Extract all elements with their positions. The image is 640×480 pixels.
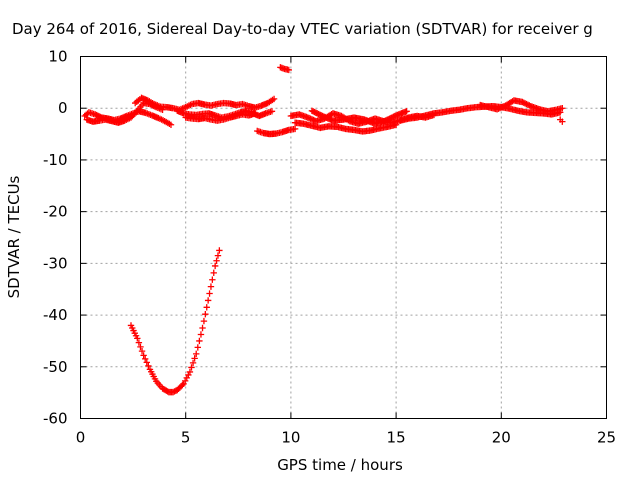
data-point [183,374,190,382]
data-point [214,252,222,259]
data-point [140,352,147,359]
data-point [524,101,532,108]
x-tick-label: 25 [597,429,616,447]
scatter-series [182,110,259,124]
data-point [520,99,527,106]
data-point [251,110,259,117]
x-axis-label: GPS time / hours [277,456,403,474]
data-point [207,283,215,290]
data-point [135,339,143,346]
y-tick-label: -40 [43,306,68,324]
data-point [206,290,213,297]
data-point [403,108,410,115]
y-tick-label: -20 [43,203,68,221]
data-point [200,317,208,325]
x-tick-label: 20 [492,429,511,447]
data-point [167,121,175,128]
chart-title: Day 264 of 2016, Sidereal Day-to-day VTE… [12,20,593,38]
scatter-series [308,107,410,127]
y-tick-label: -60 [43,410,68,428]
data-point [211,262,219,270]
plot-frame [80,56,607,419]
y-tick-label: 10 [48,48,67,66]
data-point [559,105,566,112]
scatter-series [557,116,566,125]
data-point [191,355,198,362]
data-point [171,388,178,395]
scatter-series [291,119,400,135]
y-tick-label: -50 [43,358,68,376]
data-point [268,108,276,115]
scatter-series [254,125,299,138]
data-point [270,95,278,103]
axis-ticks: 0 5 10 15 20 25 10 0 -10 -20 -30 -40 -50 -60 [43,48,616,447]
data-point [137,343,144,351]
data-point [216,247,223,254]
data-points [81,64,566,396]
data-point [559,118,566,125]
data-point [193,350,200,358]
data-point [521,100,529,107]
data-point [526,102,533,109]
data-point [523,100,530,108]
data-point [188,364,195,371]
scatter-series [477,97,566,115]
data-point [209,276,216,283]
data-point [143,359,150,366]
data-point [204,297,212,304]
data-point [519,98,526,106]
data-point [203,304,210,311]
data-point [194,344,201,351]
data-point [197,331,205,338]
data-point [285,66,292,74]
scatter-series [132,94,278,113]
y-tick-label: 0 [58,99,68,117]
data-point [210,269,217,277]
data-point [138,347,146,355]
data-point [291,125,299,133]
data-point [202,311,209,318]
data-point [196,337,203,345]
data-point [179,381,186,389]
data-point [392,121,400,128]
data-point [134,335,141,342]
scatter-series [127,247,223,396]
x-tick-label: 5 [181,429,191,447]
x-tick-label: 10 [281,429,300,447]
data-point [199,324,206,332]
data-point [213,257,220,264]
y-tick-label: -10 [43,151,68,169]
data-point [189,359,197,367]
y-axis-label: SDTVAR / TECUs [5,175,23,298]
scatter-series [277,64,292,74]
data-point [141,355,149,363]
data-point [169,388,177,396]
data-point [145,362,152,370]
x-tick-label: 15 [387,429,406,447]
data-point [132,108,140,116]
data-point [186,368,194,376]
y-tick-label: -30 [43,254,68,272]
x-tick-label: 0 [76,429,86,447]
